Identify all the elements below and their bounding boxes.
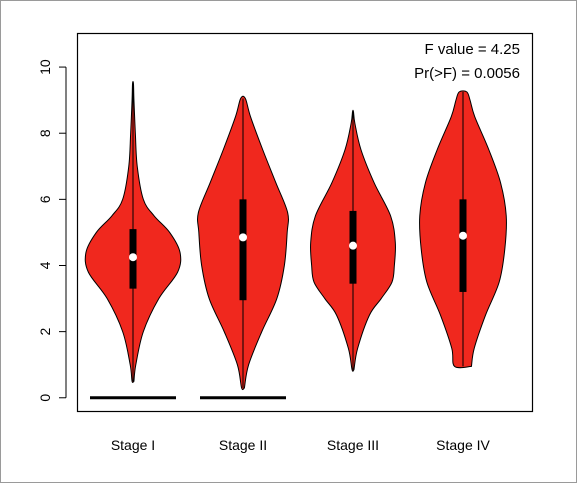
y-tick-label-8: 8 bbox=[37, 129, 53, 137]
violins-group bbox=[84, 81, 507, 400]
plot-area-border bbox=[76, 32, 534, 413]
x-tick-label-stage-iii: Stage III bbox=[327, 437, 379, 453]
y-tick-label-10: 10 bbox=[37, 59, 53, 75]
y-tick-label-2: 2 bbox=[37, 328, 53, 336]
median-point-stage-iii bbox=[349, 241, 357, 250]
median-point-stage-ii bbox=[239, 233, 247, 242]
f-value-annotation: F value = 4.25 bbox=[425, 41, 520, 58]
violin-stage-ii bbox=[197, 95, 289, 400]
violin-stage-i bbox=[84, 81, 182, 400]
x-tick-label-stage-i: Stage I bbox=[111, 437, 155, 453]
y-tick-label-4: 4 bbox=[37, 261, 53, 269]
x-axis: Stage I Stage II Stage III Stage IV bbox=[111, 437, 491, 453]
y-axis: 0 2 4 6 8 10 bbox=[37, 59, 67, 402]
violin-stage-iv bbox=[419, 90, 507, 369]
x-tick-label-stage-ii: Stage II bbox=[219, 437, 267, 453]
median-point-stage-i bbox=[129, 253, 137, 262]
iqr-box-stage-ii bbox=[239, 199, 247, 301]
x-tick-label-stage-iv: Stage IV bbox=[436, 437, 490, 453]
iqr-box-stage-iv bbox=[459, 199, 467, 292]
p-value-annotation: Pr(>F) = 0.0056 bbox=[414, 65, 520, 82]
median-point-stage-iv bbox=[459, 231, 467, 240]
y-tick-label-6: 6 bbox=[37, 195, 53, 203]
y-tick-label-0: 0 bbox=[37, 394, 53, 402]
violin-stage-iii bbox=[310, 109, 396, 372]
